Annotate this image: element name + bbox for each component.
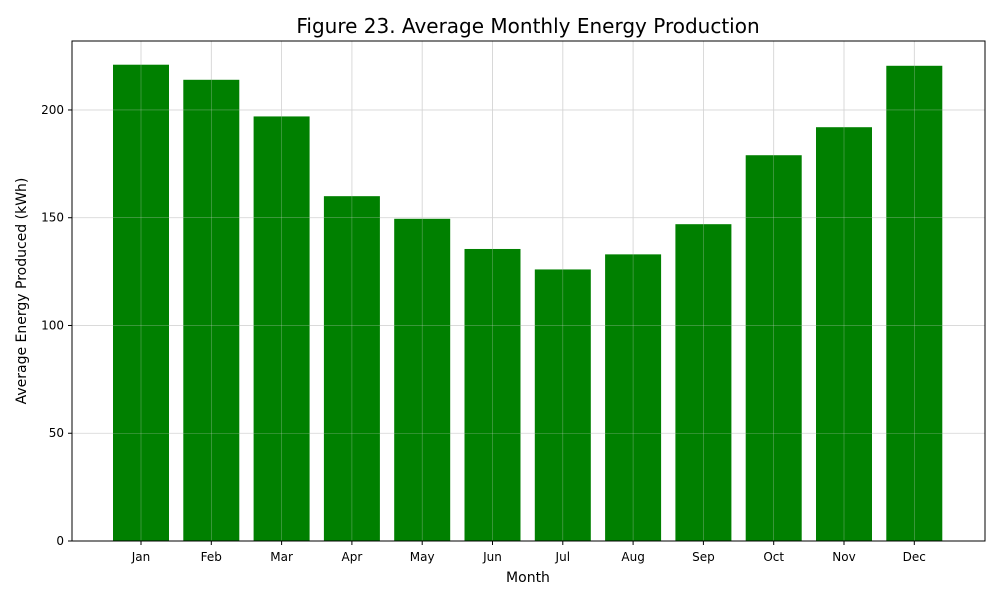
bar-aug: [605, 254, 662, 542]
plot-frame: [71, 40, 986, 542]
y-tick-label: 200: [41, 103, 64, 117]
x-tick-label-mar: Mar: [270, 550, 293, 564]
y-tick-label: 150: [41, 211, 64, 225]
x-axis-label: Month: [506, 570, 550, 586]
x-tick-label-feb: Feb: [201, 550, 222, 564]
bar-jun: [464, 248, 521, 542]
x-axis-ticks: Jan Feb Mar Apr May Jun Jul Aug Sep Oct Nov Dec: [131, 541, 926, 564]
y-tick-label: 100: [41, 318, 64, 332]
x-tick-label-sep: Sep: [692, 550, 715, 564]
bar-jul: [534, 269, 591, 541]
bar-series: [113, 64, 943, 542]
x-tick-label-nov: Nov: [832, 550, 855, 564]
x-tick-label-jul: Jul: [555, 550, 570, 564]
x-tick-label-apr: Apr: [342, 550, 363, 564]
chart-title: Figure 23. Average Monthly Energy Produc…: [296, 14, 759, 38]
x-tick-label-aug: Aug: [621, 550, 644, 564]
bar-dec: [886, 65, 943, 541]
bar-sep: [675, 224, 732, 542]
x-tick-label-oct: Oct: [763, 550, 784, 564]
y-tick-label: 50: [49, 426, 64, 440]
x-tick-label-may: May: [410, 550, 435, 564]
bar-oct: [745, 155, 802, 542]
x-tick-label-jan: Jan: [131, 550, 151, 564]
bar-mar: [253, 116, 310, 542]
bar-apr: [323, 196, 380, 541]
x-tick-label-jun: Jun: [482, 550, 502, 564]
bar-jan: [113, 64, 169, 541]
bar-may: [394, 218, 451, 541]
y-axis-label: Average Energy Produced (kWh): [14, 178, 30, 405]
bar-nov: [816, 127, 872, 541]
y-axis-ticks: 0 50 100 150 200: [41, 103, 72, 548]
x-tick-label-dec: Dec: [903, 550, 926, 564]
bar-feb: [183, 79, 240, 542]
y-tick-label: 0: [56, 534, 64, 548]
